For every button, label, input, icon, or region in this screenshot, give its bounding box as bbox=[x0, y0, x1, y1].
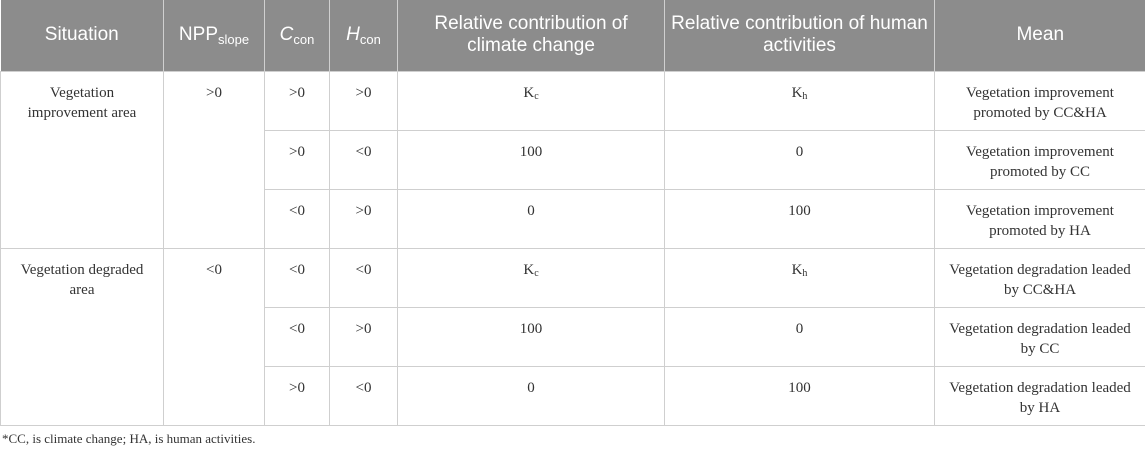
situation-cell: Vegetation improvement area bbox=[0, 70, 164, 249]
contribution-table: Situation NPPslope Ccon Hcon Relative co… bbox=[0, 0, 1145, 426]
c-con-cell: >0 bbox=[264, 365, 330, 426]
climate-value: K bbox=[523, 261, 535, 278]
climate-value: 100 bbox=[519, 143, 543, 160]
header-c-main: C bbox=[279, 24, 294, 46]
climate-value: K bbox=[523, 84, 535, 101]
c-con-cell: >0 bbox=[264, 129, 330, 190]
footnote: *CC, is climate change; HA, is human act… bbox=[2, 431, 256, 446]
climate-subscript: c bbox=[534, 90, 539, 102]
table-row: Vegetation improvement area >0 >0 >0 Kc Kh Veg… bbox=[0, 70, 1145, 249]
human-value: 100 bbox=[788, 202, 811, 219]
h-con-cell: <0 bbox=[329, 365, 398, 426]
h-con-cell: >0 bbox=[329, 70, 398, 131]
human-contribution-cell: 100 bbox=[664, 365, 935, 426]
climate-contribution-cell: 0 bbox=[397, 188, 665, 249]
human-value: K bbox=[791, 261, 803, 278]
c-con-cell: <0 bbox=[264, 188, 330, 249]
h-con-cell: >0 bbox=[329, 188, 398, 249]
climate-contribution-cell: 100 bbox=[397, 306, 665, 367]
mean-cell: Vegetation degradation leaded by CC bbox=[934, 306, 1145, 367]
header-h-main: H bbox=[346, 24, 360, 46]
human-subscript: h bbox=[802, 90, 808, 102]
human-contribution-cell: 0 bbox=[664, 306, 935, 367]
human-value: 0 bbox=[795, 320, 804, 337]
climate-value: 100 bbox=[519, 320, 543, 337]
human-value: K bbox=[791, 84, 803, 101]
human-value: 0 bbox=[795, 143, 804, 160]
h-con-cell: >0 bbox=[329, 306, 398, 367]
header-npp-slope: NPPslope bbox=[163, 0, 265, 71]
header-human-contribution: Relative contribution of human activitie… bbox=[664, 0, 935, 71]
c-con-cell: >0 bbox=[264, 70, 330, 131]
header-h-sub: con bbox=[359, 32, 381, 48]
situation-cell: Vegetation degraded area bbox=[0, 247, 164, 426]
npp-slope-cell: >0 bbox=[163, 70, 265, 249]
mean-cell: Vegetation degradation leaded by CC&HA bbox=[934, 247, 1145, 308]
climate-contribution-cell: Kc bbox=[397, 70, 665, 131]
h-con-cell: <0 bbox=[329, 247, 398, 308]
table-body: Vegetation improvement area >0 >0 >0 Kc Kh Veg… bbox=[0, 70, 1145, 426]
human-value: 100 bbox=[788, 379, 811, 396]
c-con-cell: <0 bbox=[264, 247, 330, 308]
human-contribution-cell: 0 bbox=[664, 129, 935, 190]
mean-cell: Vegetation improvement promoted by CC&HA bbox=[934, 70, 1145, 131]
table-row: Vegetation degraded area <0 <0 <0 Kc Kh Vegeta… bbox=[0, 247, 1145, 426]
header-mean: Mean bbox=[934, 0, 1145, 71]
human-contribution-cell: Kh bbox=[664, 70, 935, 131]
c-con-cell: <0 bbox=[264, 306, 330, 367]
npp-slope-cell: <0 bbox=[163, 247, 265, 426]
table-row: <0 >0 0 100 Vegetation improvement promoted … bbox=[1, 188, 1145, 249]
human-subscript: h bbox=[802, 267, 808, 279]
header-situation: Situation bbox=[0, 0, 164, 71]
human-contribution-cell: Kh bbox=[664, 247, 935, 308]
header-h-con: Hcon bbox=[329, 0, 398, 71]
h-con-cell: <0 bbox=[329, 129, 398, 190]
mean-cell: Vegetation improvement promoted by CC bbox=[934, 129, 1145, 190]
climate-contribution-cell: Kc bbox=[397, 247, 665, 308]
climate-contribution-cell: 100 bbox=[397, 129, 665, 190]
mean-cell: Vegetation improvement promoted by HA bbox=[934, 188, 1145, 249]
header-climate-contribution: Relative contribution of climate change bbox=[397, 0, 665, 71]
header-c-sub: con bbox=[293, 32, 315, 48]
table-row: >0 <0 100 0 Vegetation improvement promoted … bbox=[1, 129, 1145, 190]
header-c-con: Ccon bbox=[264, 0, 330, 71]
climate-subscript: c bbox=[534, 267, 539, 279]
table-row: >0 <0 0 100 Vegetation degradation leaded by… bbox=[1, 365, 1145, 426]
climate-contribution-cell: 0 bbox=[397, 365, 665, 426]
human-contribution-cell: 100 bbox=[664, 188, 935, 249]
table-row: <0 >0 100 0 Vegetation degradation leaded by… bbox=[1, 306, 1145, 367]
climate-value: 0 bbox=[527, 379, 535, 396]
header-npp-sub: slope bbox=[218, 32, 250, 48]
mean-cell: Vegetation degradation leaded by HA bbox=[934, 365, 1145, 426]
header-npp-main: NPP bbox=[178, 24, 218, 46]
header-row: Situation NPPslope Ccon Hcon Relative co… bbox=[0, 0, 1145, 71]
climate-value: 0 bbox=[527, 202, 535, 219]
